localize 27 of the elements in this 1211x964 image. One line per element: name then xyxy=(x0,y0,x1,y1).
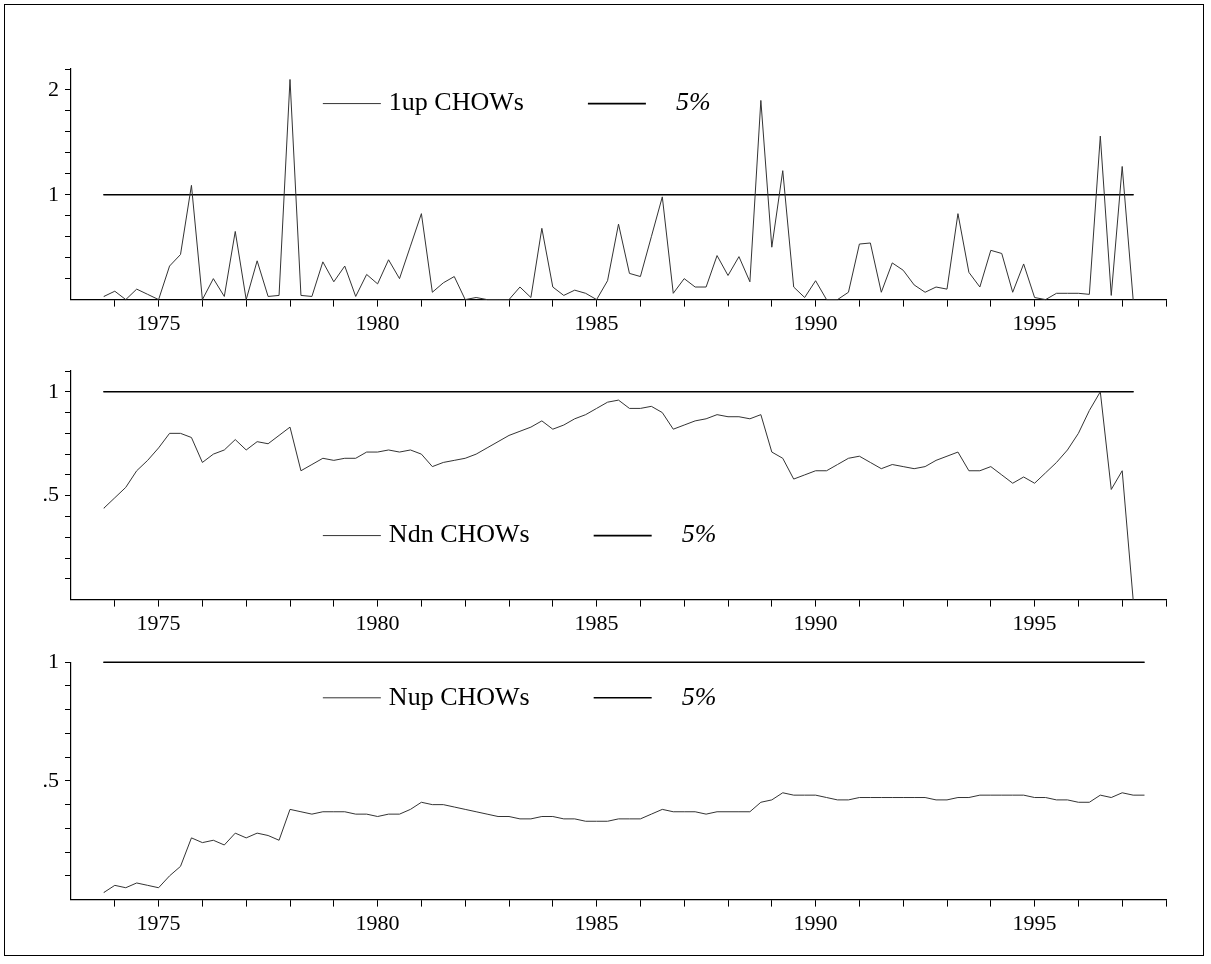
x-tick-label: 1990 xyxy=(793,309,838,335)
x-tick-label: 1995 xyxy=(1012,309,1057,335)
x-tick-label: 1985 xyxy=(574,909,619,935)
y-tick-label: 1 xyxy=(48,377,59,403)
x-tick-label: 1995 xyxy=(1012,609,1057,635)
y-tick-label: .5 xyxy=(42,766,59,792)
x-tick-label: 1990 xyxy=(793,909,838,935)
y-tick-label: 1 xyxy=(48,647,59,673)
y-tick-label: 2 xyxy=(48,75,59,101)
y-tick-label: 1 xyxy=(48,180,59,206)
x-tick-label: 1995 xyxy=(1012,909,1057,935)
legend-label: Nup CHOWs xyxy=(388,681,530,711)
x-tick-label: 1975 xyxy=(136,909,181,935)
x-tick-label: 1975 xyxy=(136,309,181,335)
legend-label: 5% xyxy=(681,519,717,549)
x-tick-label: 1980 xyxy=(355,909,400,935)
x-tick-label: 1985 xyxy=(574,609,619,635)
x-tick-label: 1990 xyxy=(793,609,838,635)
x-tick-label: 1980 xyxy=(355,609,400,635)
legend-label: 5% xyxy=(681,681,717,711)
y-tick-label: .5 xyxy=(42,481,59,507)
x-tick-label: 1980 xyxy=(355,309,400,335)
x-tick-label: 1985 xyxy=(574,309,619,335)
legend-label: 1up CHOWs xyxy=(388,87,524,117)
x-tick-label: 1975 xyxy=(136,609,181,635)
legend-label: Ndn CHOWs xyxy=(388,519,530,549)
legend-label: 5% xyxy=(675,87,711,117)
